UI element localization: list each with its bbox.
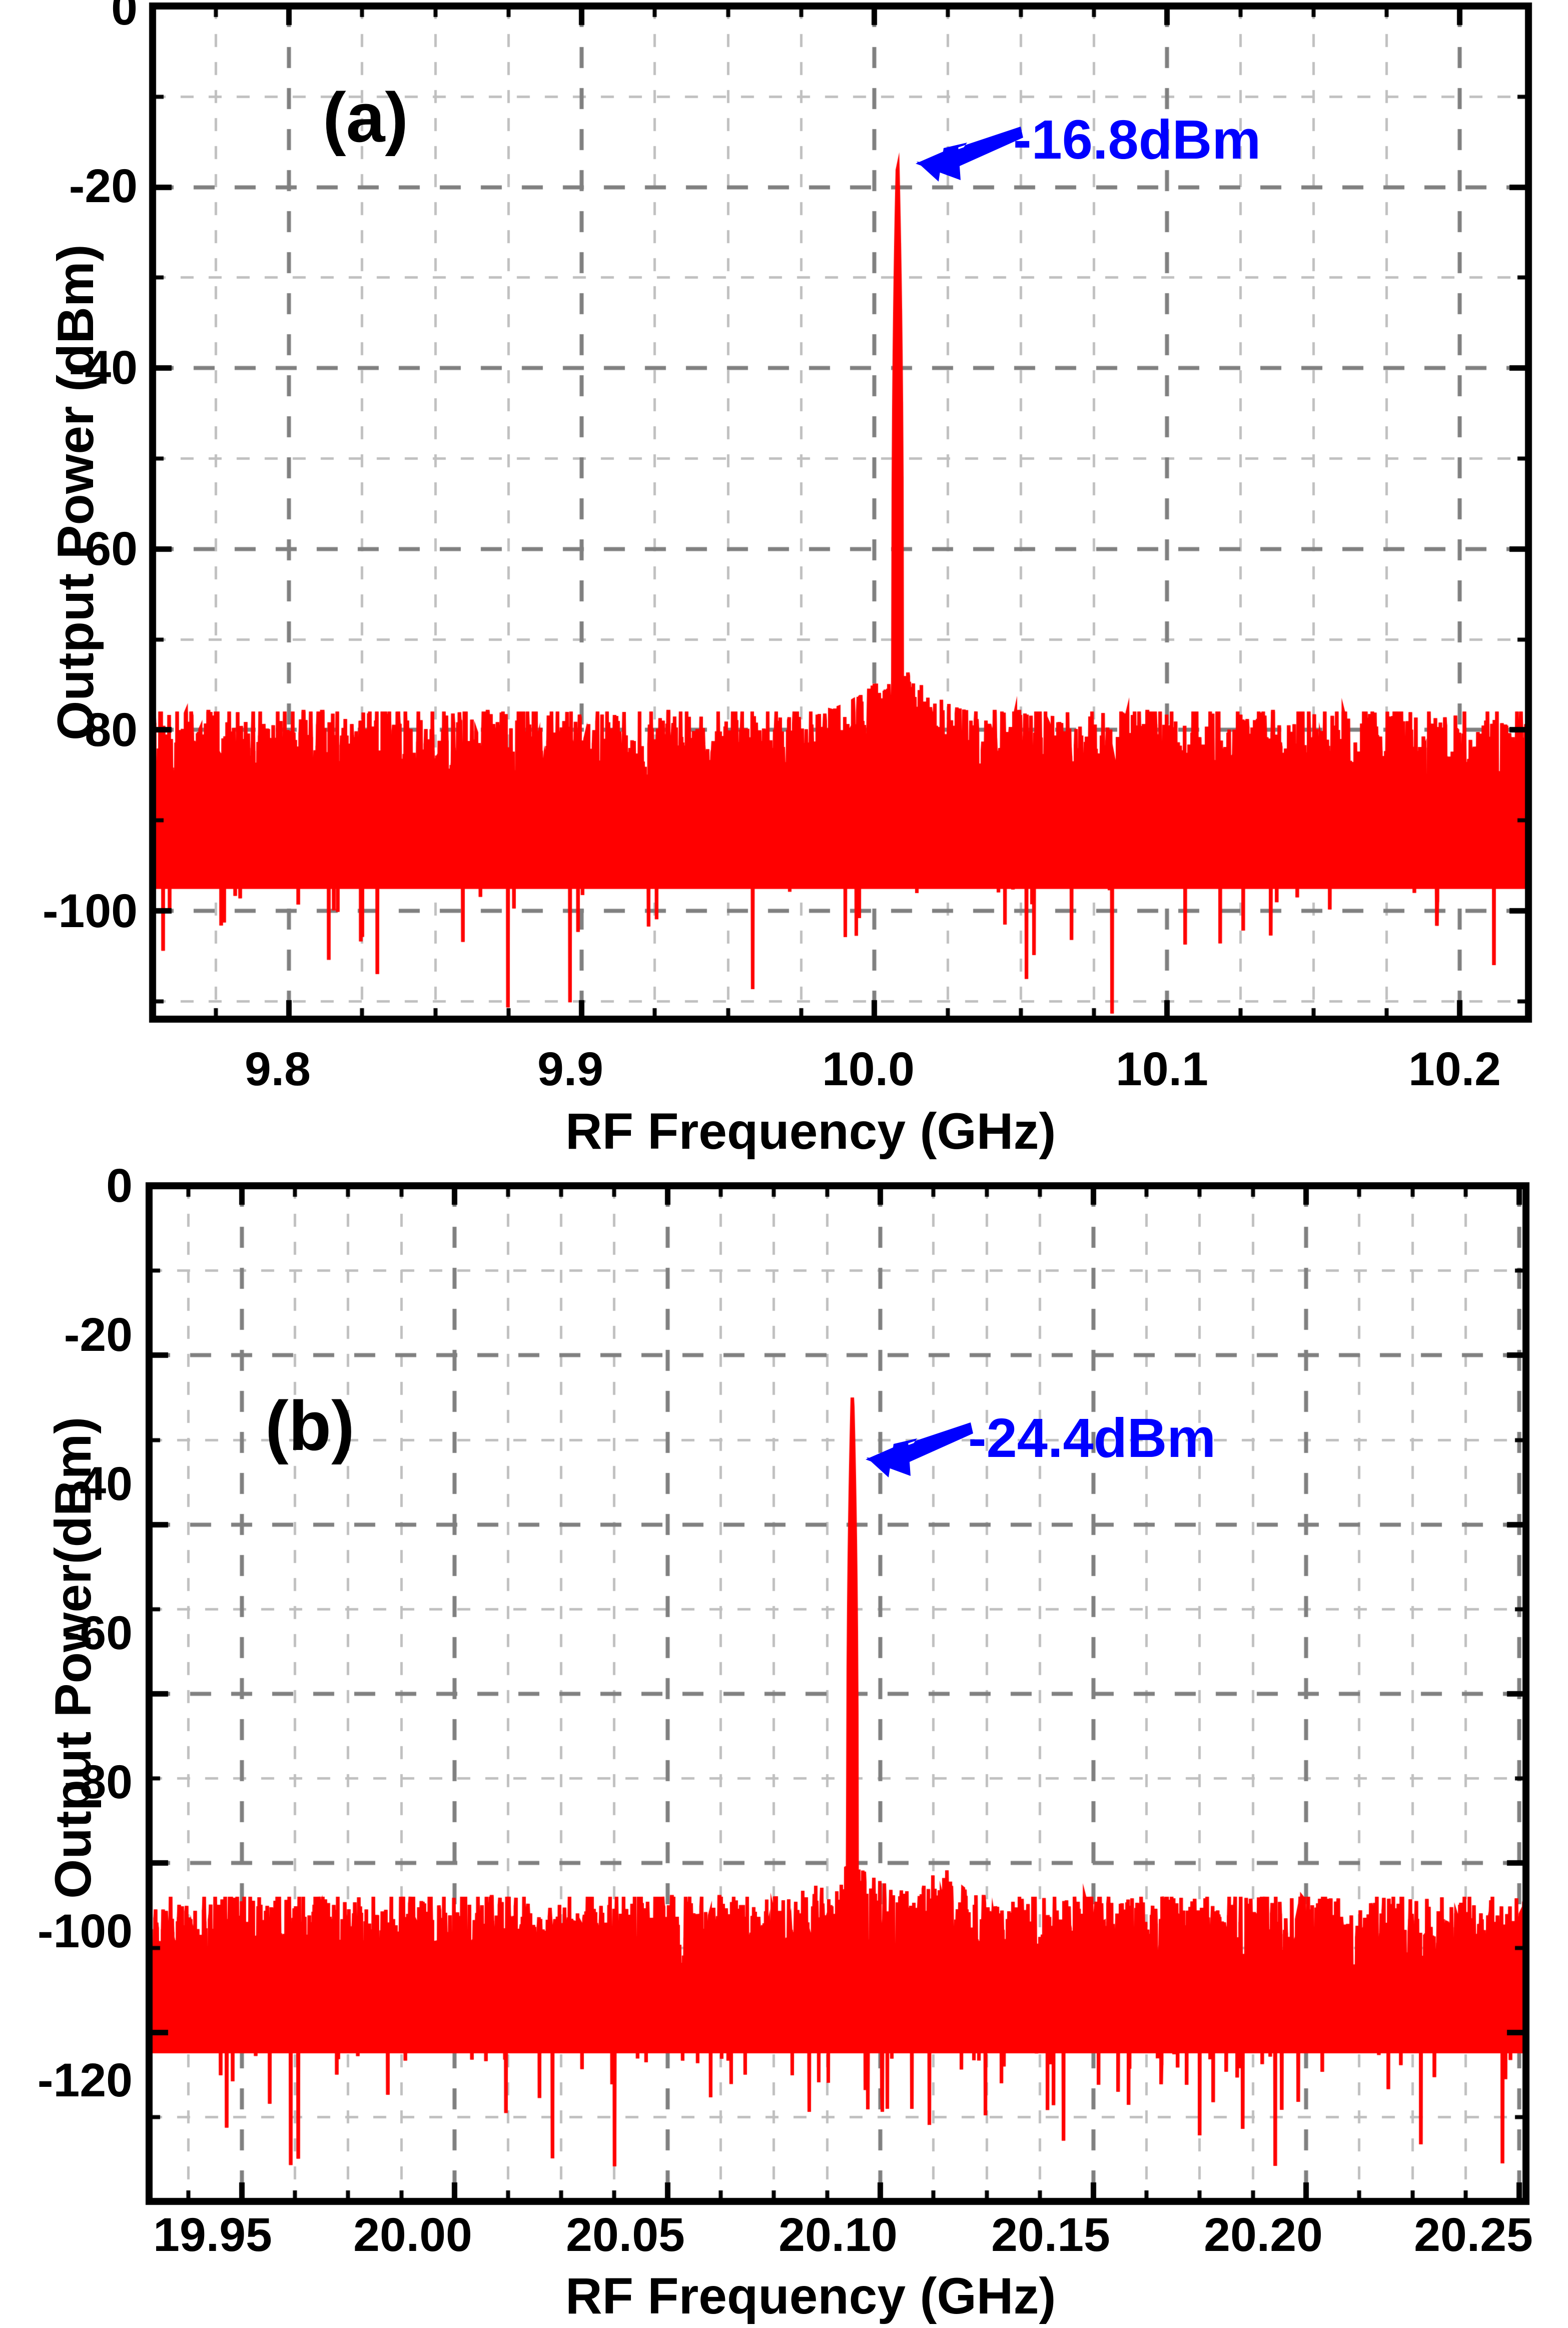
panel-a-ytick-1: -20 [69, 160, 138, 213]
panel-a-annotation-label: -16.8dBm [1013, 109, 1261, 171]
panel-a-xtick-4: 10.2 [1408, 1043, 1501, 1096]
panel-a-yaxis-title: Output Power (dBm) [47, 244, 104, 740]
panel-b-xtick-1: 20.00 [353, 2208, 472, 2261]
panel-b-plot-area [0, 1166, 1568, 2328]
panel-b-xtick-4: 20.15 [991, 2208, 1110, 2261]
panel-b-ytick-1: -20 [64, 1308, 133, 1361]
panel-b-annotation-label: -24.4dBm [968, 1407, 1216, 1469]
panel-b-yaxis-title: Output Power(dBm) [45, 1416, 102, 1899]
panel-a-xtick-3: 10.1 [1116, 1043, 1208, 1096]
panel-a-xaxis-title: RF Frequency (GHz) [565, 1103, 1056, 1160]
panel-a-xtick-2: 10.0 [822, 1043, 915, 1096]
panel-a-ytick-4: -80 [69, 703, 138, 756]
panel-a-ytick-2: -40 [69, 341, 138, 394]
panel-b-xaxis-title: RF Frequency (GHz) [565, 2267, 1056, 2324]
panel-b-ytick-4: -80 [64, 1756, 133, 1809]
panel-b-xtick-5: 20.20 [1204, 2208, 1323, 2261]
panel-a-ytick-0: 0 [111, 0, 138, 35]
panel-b-ytick-3: -60 [64, 1607, 133, 1660]
panel-b-xtick-3: 20.10 [778, 2208, 898, 2261]
panel-a-xtick-0: 9.8 [244, 1043, 311, 1096]
panel-a-plot-area [0, 0, 1568, 1151]
panel-b-ytick-6: -120 [37, 2054, 133, 2107]
panel-b-xtick-2: 20.05 [566, 2208, 685, 2261]
panel-a: 0 -20 -40 -60 -80 -100 9.8 9.9 10.0 10.1… [0, 0, 1568, 1157]
panel-b: 0 -20 -40 -60 -80 -100 -120 19.95 20.00 … [0, 1162, 1568, 2328]
panel-b-xtick-6: 20.25 [1414, 2208, 1533, 2261]
panel-b-ytick-0: 0 [106, 1159, 133, 1212]
panel-a-ytick-3: -60 [69, 522, 138, 575]
panel-b-ytick-5: -100 [37, 1905, 133, 1958]
panel-b-xtick-0: 19.95 [153, 2208, 272, 2261]
panel-a-ytick-5: -100 [42, 885, 138, 938]
panel-a-xtick-1: 9.9 [537, 1043, 604, 1096]
panel-b-label: (b) [265, 1386, 355, 1465]
panel-a-label: (a) [323, 78, 409, 157]
panel-b-ytick-2: -40 [64, 1457, 133, 1510]
